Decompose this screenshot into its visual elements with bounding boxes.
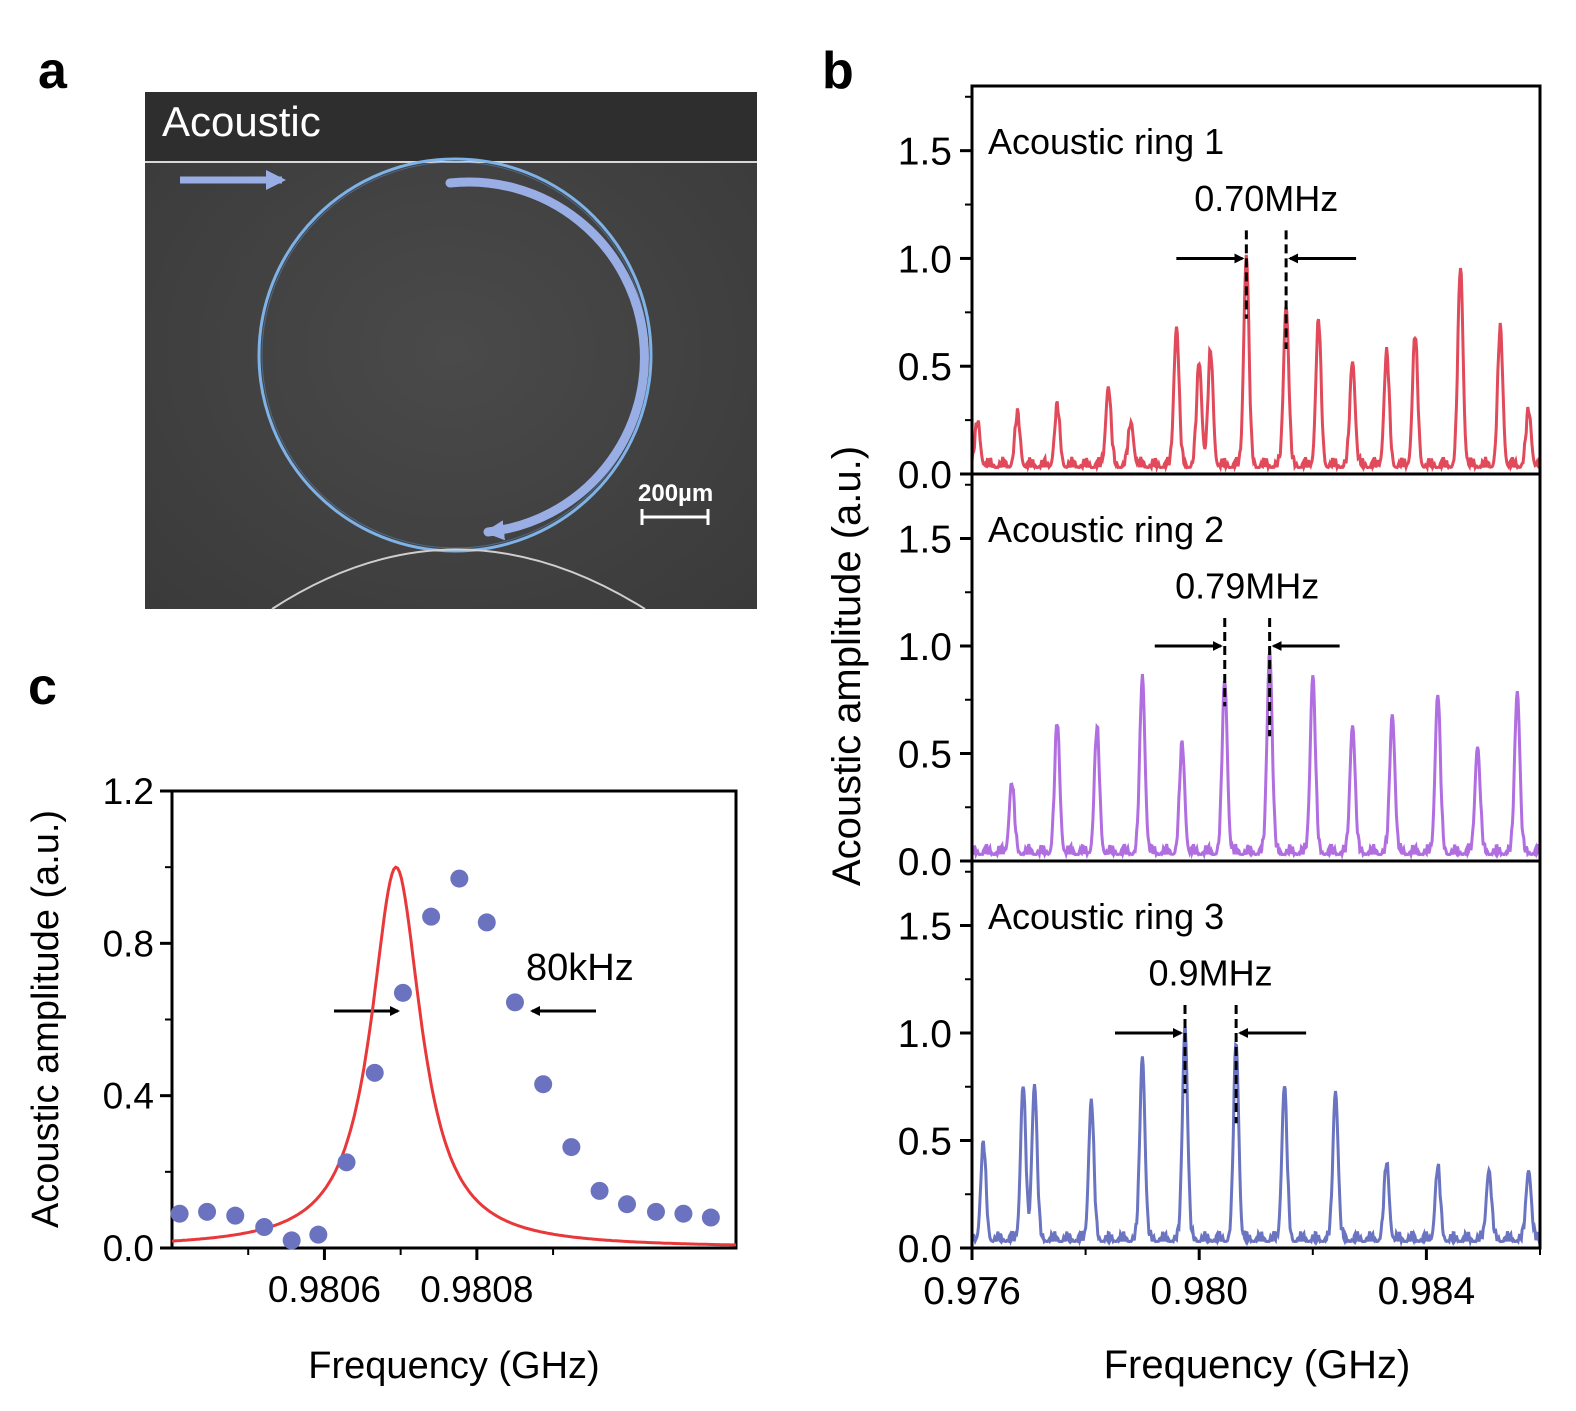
- panel-c: c 0.0 0.4 0.8 1.2 0.9806 0.9808 Acoustic ampl…: [25, 658, 738, 1387]
- x-tick-label: 0.9806: [268, 1269, 381, 1310]
- data-point: [674, 1204, 693, 1223]
- panel-c-fwhm-label: 80kHz: [526, 947, 634, 989]
- subplot-title: Acoustic ring 2: [988, 509, 1224, 550]
- y-tick-label: 1.0: [898, 626, 952, 669]
- data-point: [393, 983, 412, 1002]
- y-tick-label: 1.5: [898, 906, 952, 949]
- data-point: [701, 1208, 720, 1227]
- y-tick-label: 0.4: [103, 1076, 154, 1117]
- x-tick-label: 0.976: [923, 1270, 1021, 1313]
- x-tick-label: 0.984: [1378, 1270, 1476, 1313]
- panel-c-axes: 0.0 0.4 0.8 1.2 0.9806 0.9808: [103, 771, 555, 1310]
- data-point: [198, 1202, 217, 1221]
- panel-b-subplots: 0.0 0.5 1.0 1.5 Acoustic ring 1 0.70MHz 0.0 0.5…: [898, 84, 1542, 1313]
- ring-subplot-1: 0.0 0.5 1.0 1.5 Acoustic ring 1 0.70MHz: [898, 84, 1542, 497]
- subplot-frame: [970, 859, 1542, 1250]
- data-point: [226, 1206, 245, 1225]
- fit-curve: [171, 865, 737, 1247]
- sem-acoustic-label: Acoustic: [162, 98, 321, 145]
- panel-b-xlabel: Frequency (GHz): [1104, 1343, 1411, 1387]
- fsr-label: 0.70MHz: [1194, 178, 1338, 219]
- acoustic-ring: [257, 157, 653, 553]
- spectrum-line: [970, 650, 1542, 861]
- data-point: [170, 1204, 189, 1223]
- panel-a: a Acoustic 200µm: [38, 42, 757, 610]
- data-point: [477, 913, 496, 932]
- lower-ring: [271, 548, 646, 610]
- y-tick-label: 0.0: [898, 841, 952, 884]
- ring-subplot-3: 0.0 0.5 1.0 1.5 Acoustic ring 3 0.9MHz 0.976 0.…: [898, 859, 1542, 1313]
- circulation-arrow: [445, 177, 650, 541]
- panel-c-xlabel: Frequency (GHz): [308, 1345, 599, 1387]
- scale-bar: [640, 509, 710, 525]
- scale-bar-label: 200µm: [638, 480, 713, 507]
- panel-a-letter: a: [38, 42, 68, 100]
- panel-c-frame: [170, 789, 738, 1250]
- y-tick-label: 0.0: [103, 1228, 154, 1269]
- y-tick-label: 1.0: [898, 1013, 952, 1056]
- panel-b-ylabel: Acoustic amplitude (a.u.): [825, 446, 869, 886]
- subplot-title: Acoustic ring 3: [988, 896, 1224, 937]
- y-tick-label: 0.5: [898, 346, 952, 389]
- data-point: [337, 1153, 356, 1172]
- y-tick-label: 0.0: [898, 454, 952, 497]
- panel-c-letter: c: [28, 658, 57, 716]
- panel-b: b Acoustic amplitude (a.u.) Frequency (G…: [822, 42, 1542, 1387]
- spectrum-line: [970, 1027, 1542, 1248]
- data-point: [309, 1225, 328, 1244]
- subplot-title: Acoustic ring 1: [988, 121, 1224, 162]
- data-point: [365, 1063, 384, 1082]
- y-tick-label: 1.5: [898, 519, 952, 562]
- y-tick-label: 1.5: [898, 131, 952, 174]
- data-point: [450, 869, 469, 888]
- data-point: [282, 1231, 301, 1250]
- x-tick-label: 0.9808: [420, 1269, 533, 1310]
- x-tick-label: 0.980: [1150, 1270, 1248, 1313]
- sem-image: [145, 92, 757, 609]
- sem-top-strip: [145, 92, 757, 162]
- data-point: [255, 1218, 274, 1237]
- data-point: [505, 993, 524, 1012]
- ring-subplot-2: 0.0 0.5 1.0 1.5 Acoustic ring 2 0.79MHz: [898, 472, 1542, 884]
- fsr-label: 0.9MHz: [1149, 953, 1273, 994]
- y-tick-label: 1.0: [898, 238, 952, 281]
- data-point: [422, 907, 441, 926]
- data-point: [590, 1181, 609, 1200]
- panel-c-ylabel: Acoustic amplitude (a.u.): [25, 810, 67, 1228]
- y-tick-label: 0.8: [103, 923, 154, 964]
- y-tick-label: 0.0: [898, 1228, 952, 1271]
- y-tick-label: 0.5: [898, 734, 952, 777]
- spectrum-line: [970, 254, 1541, 474]
- panel-b-letter: b: [822, 42, 854, 100]
- y-tick-label: 0.5: [898, 1121, 952, 1164]
- data-point: [618, 1195, 637, 1214]
- data-points: [170, 869, 720, 1250]
- fsr-label: 0.79MHz: [1175, 566, 1319, 607]
- data-point: [534, 1075, 553, 1094]
- y-tick-label: 1.2: [103, 771, 154, 812]
- data-point: [562, 1138, 581, 1157]
- data-point: [646, 1202, 665, 1221]
